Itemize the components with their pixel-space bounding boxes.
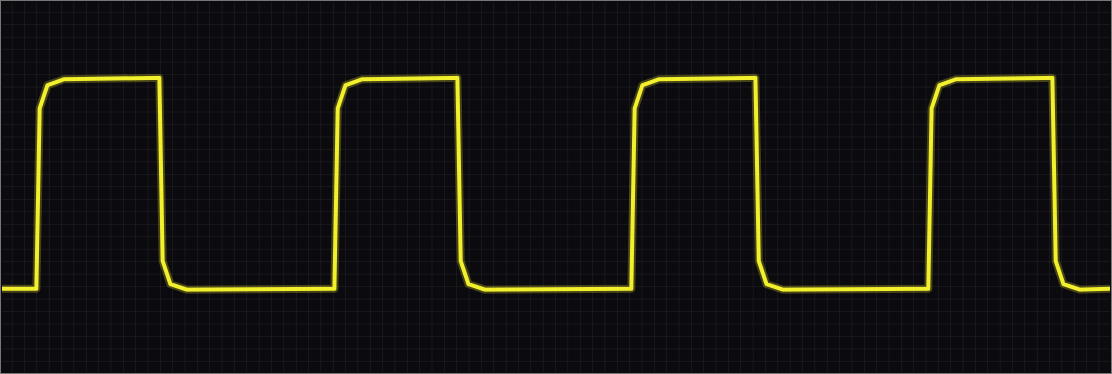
page: (() => { const data = JSON.parse(documen… bbox=[0, 0, 1112, 374]
grid bbox=[2, 2, 1110, 372]
scope-screen bbox=[0, 0, 1112, 374]
